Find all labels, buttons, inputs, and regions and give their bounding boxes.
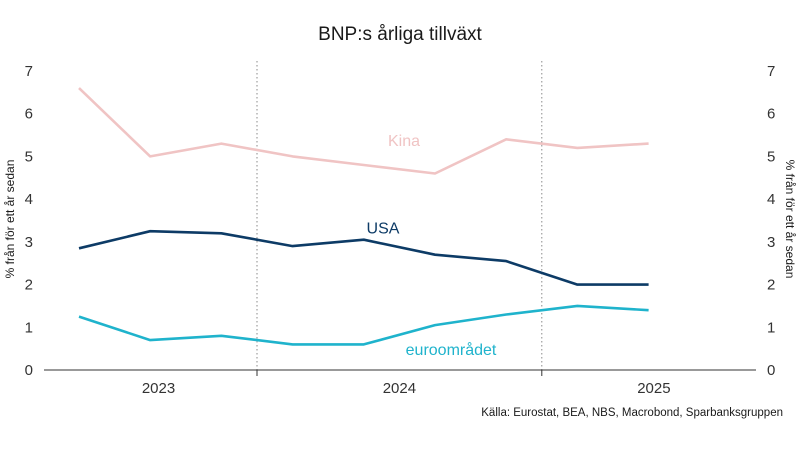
y-tick-label-left: 1 [25,319,33,336]
x-axis-ticks [256,370,543,376]
y-axis-label-left: % från för ett år sedan [3,160,17,279]
x-year-labels: 2023 2024 2025 [142,380,671,397]
source-note: Källa: Eurostat, BEA, NBS, Macrobond, Sp… [481,407,783,419]
series-labels: Kina USA euroområdet [367,133,497,359]
chart-title: BNP:s årliga tillväxt [318,24,482,45]
x-year-label: 2024 [383,380,416,397]
y-tick-label-right: 5 [767,148,775,165]
year-gridlines [256,61,543,370]
y-tick-labels-left: 0 1 2 3 4 5 6 7 [25,63,33,379]
y-tick-labels-right: 0 1 2 3 4 5 6 7 [767,63,775,379]
y-tick-label-left: 4 [25,191,33,208]
y-tick-label-right: 2 [767,277,775,294]
y-tick-label-left: 5 [25,148,33,165]
x-year-label: 2023 [142,380,175,397]
series-label-USA: USA [367,220,400,237]
series-label-Kina: Kina [388,133,420,150]
y-tick-label-right: 4 [767,191,775,208]
y-tick-label-left: 7 [25,63,33,80]
x-year-label: 2025 [637,380,670,397]
y-tick-label-right: 3 [767,234,775,251]
y-axis-label-right: % från för ett år sedan [783,160,797,279]
series-line-euroområdet [78,304,649,346]
y-tick-label-left: 2 [25,277,33,294]
y-tick-label-right: 7 [767,63,775,80]
y-tick-label-right: 1 [767,319,775,336]
y-tick-label-right: 0 [767,362,775,379]
y-tick-label-left: 3 [25,234,33,251]
y-tick-label-right: 6 [767,106,775,123]
series-line-USA [78,229,649,286]
y-tick-label-left: 0 [25,362,33,379]
series-lines [78,87,649,346]
series-line-Kina [78,87,649,175]
y-tick-label-left: 6 [25,106,33,123]
series-label-euroområdet: euroområdet [406,341,497,359]
